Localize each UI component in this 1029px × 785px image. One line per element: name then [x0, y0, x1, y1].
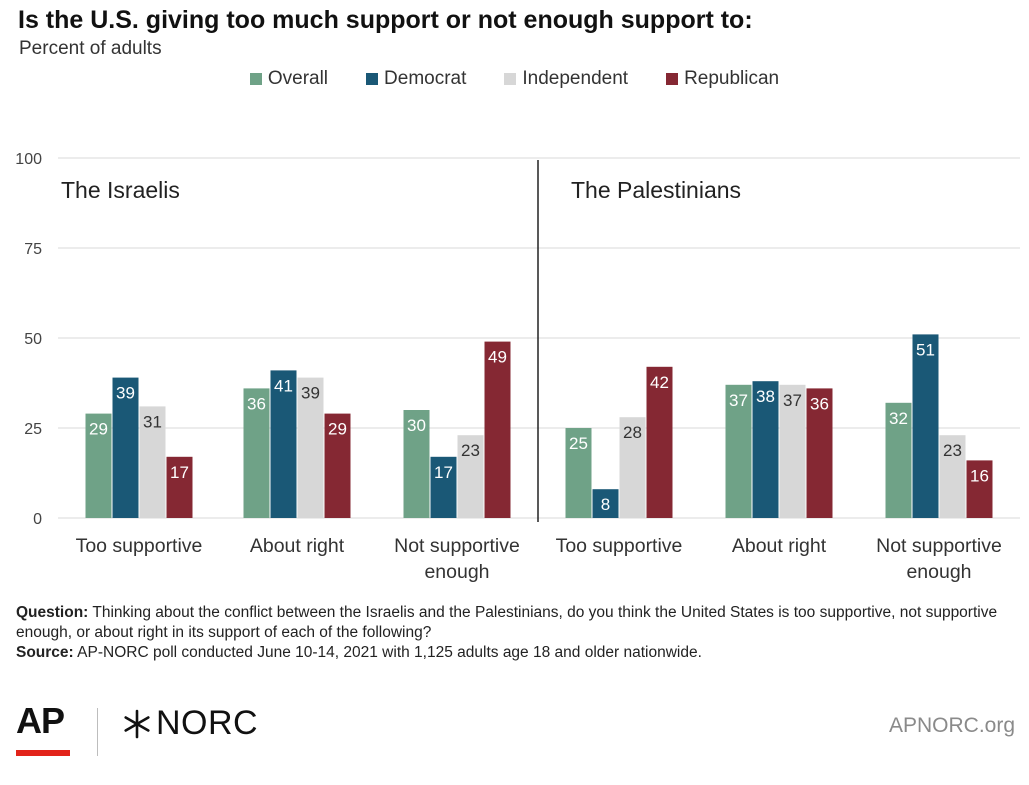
question-label: Question:: [16, 604, 89, 621]
data-label: 25: [569, 434, 588, 453]
bar: [270, 370, 297, 518]
data-label: 29: [328, 420, 347, 439]
bar: [565, 428, 592, 518]
norc-star-icon: [124, 709, 150, 738]
legend-label: Independent: [522, 68, 629, 89]
bar: [484, 341, 511, 518]
legend-swatch: [366, 73, 379, 85]
bar: [646, 366, 673, 518]
bar: [457, 435, 484, 518]
bar: [779, 384, 806, 518]
data-label: 29: [89, 420, 108, 439]
x-tick-label: enough: [424, 561, 489, 583]
data-label: 32: [889, 409, 908, 428]
x-tick-label: Not supportive: [394, 535, 520, 557]
y-tick-label: 0: [33, 511, 42, 528]
bar: [725, 384, 752, 518]
data-label: 8: [601, 495, 610, 514]
x-tick-label: About right: [250, 535, 345, 557]
legend-item-republican: Republican: [666, 68, 779, 90]
bar: [966, 460, 993, 518]
bar: [619, 417, 646, 518]
bar: [297, 377, 324, 518]
bar: [85, 413, 112, 518]
source-label: Source:: [16, 644, 74, 661]
logo-divider: [97, 708, 98, 756]
bar: [806, 388, 833, 518]
data-label: 41: [274, 376, 293, 395]
site-url: APNORC.org: [888, 714, 1015, 737]
bar: [592, 489, 619, 518]
bar: [324, 413, 351, 518]
chart-subtitle: Percent of adults: [19, 38, 162, 59]
legend-label: Democrat: [384, 68, 467, 89]
x-tick-label: About right: [732, 535, 827, 557]
data-label: 36: [247, 394, 266, 413]
question-text: Thinking about the conflict between the …: [16, 604, 998, 641]
data-label: 23: [943, 441, 962, 460]
norc-logo: NORC: [122, 704, 258, 743]
bar: [939, 435, 966, 518]
data-label: 36: [810, 394, 829, 413]
data-label: 30: [407, 416, 426, 435]
data-label: 38: [756, 387, 775, 406]
legend-item-independent: Independent: [504, 68, 628, 90]
bar: [912, 334, 939, 518]
bar: [403, 410, 430, 518]
legend-item-overall: Overall: [249, 68, 329, 90]
legend-swatch: [249, 73, 262, 85]
y-tick-label: 25: [24, 421, 42, 438]
bar: [885, 402, 912, 518]
ap-logo: AP: [16, 702, 70, 756]
data-label: 39: [116, 384, 135, 403]
bar: [243, 388, 270, 518]
bar-chart: 0 25 50 75 100 The Israelis 29 39 31 17 Too suppor…: [15, 151, 1020, 583]
legend-label: Republican: [684, 68, 780, 89]
ap-logo-bar: [16, 750, 70, 756]
bar: [139, 406, 166, 518]
data-label: 17: [170, 463, 189, 482]
data-label: 17: [434, 463, 453, 482]
data-label: 37: [783, 391, 802, 410]
y-tick-label: 100: [15, 151, 42, 168]
data-label: 23: [461, 441, 480, 460]
y-tick-label: 50: [24, 331, 42, 348]
x-tick-label: Too supportive: [556, 535, 683, 557]
source-text: AP-NORC poll conducted June 10-14, 2021 …: [77, 644, 702, 661]
source-note: Source: AP-NORC poll conducted June 10-1…: [16, 643, 1016, 663]
bar: [112, 377, 139, 518]
bar: [430, 456, 457, 518]
x-tick-label: enough: [906, 561, 971, 583]
footnote: Question: Thinking about the conflict be…: [16, 603, 1016, 663]
legend-label: Overall: [267, 68, 329, 89]
legend-item-democrat: Democrat: [366, 68, 466, 90]
data-label: 42: [650, 373, 669, 392]
panel-title: The Israelis: [61, 177, 180, 203]
legend-swatch: [666, 73, 679, 85]
footer: AP NORC APNORC.org: [0, 690, 1029, 785]
norc-logo-text: NORC: [156, 704, 259, 742]
bar: [752, 381, 779, 518]
question-note: Question: Thinking about the conflict be…: [16, 603, 1016, 643]
data-label: 39: [301, 384, 320, 403]
data-label: 51: [916, 340, 935, 359]
panel-title: The Palestinians: [571, 177, 741, 203]
x-tick-label: Not supportive: [876, 535, 1002, 557]
y-tick-label: 75: [24, 241, 42, 258]
data-label: 31: [143, 412, 162, 431]
data-label: 37: [729, 391, 748, 410]
chart-title: Is the U.S. giving too much support or n…: [18, 6, 753, 34]
legend-swatch: [504, 73, 517, 85]
data-label: 49: [488, 348, 507, 367]
x-tick-label: Too supportive: [76, 535, 203, 557]
bar: [166, 456, 193, 518]
ap-logo-text: AP: [16, 700, 65, 741]
data-label: 28: [623, 423, 642, 442]
legend: Overall Democrat Independent Republican: [0, 68, 1029, 90]
data-label: 16: [970, 466, 989, 485]
